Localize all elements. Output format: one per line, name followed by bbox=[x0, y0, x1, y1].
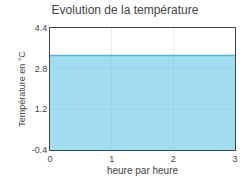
svg-text:1.2: 1.2 bbox=[35, 104, 48, 114]
svg-text:0: 0 bbox=[47, 154, 52, 164]
svg-text:2.8: 2.8 bbox=[35, 64, 48, 74]
svg-text:Evolution de la température: Evolution de la température bbox=[52, 3, 199, 17]
svg-text:3: 3 bbox=[232, 154, 237, 164]
svg-text:Température en °C: Température en °C bbox=[17, 51, 27, 127]
svg-text:4.4: 4.4 bbox=[35, 23, 48, 33]
svg-text:1: 1 bbox=[109, 154, 114, 164]
svg-text:2: 2 bbox=[171, 154, 176, 164]
svg-text:heure par heure: heure par heure bbox=[107, 165, 179, 176]
svg-text:-0.4: -0.4 bbox=[32, 145, 48, 155]
